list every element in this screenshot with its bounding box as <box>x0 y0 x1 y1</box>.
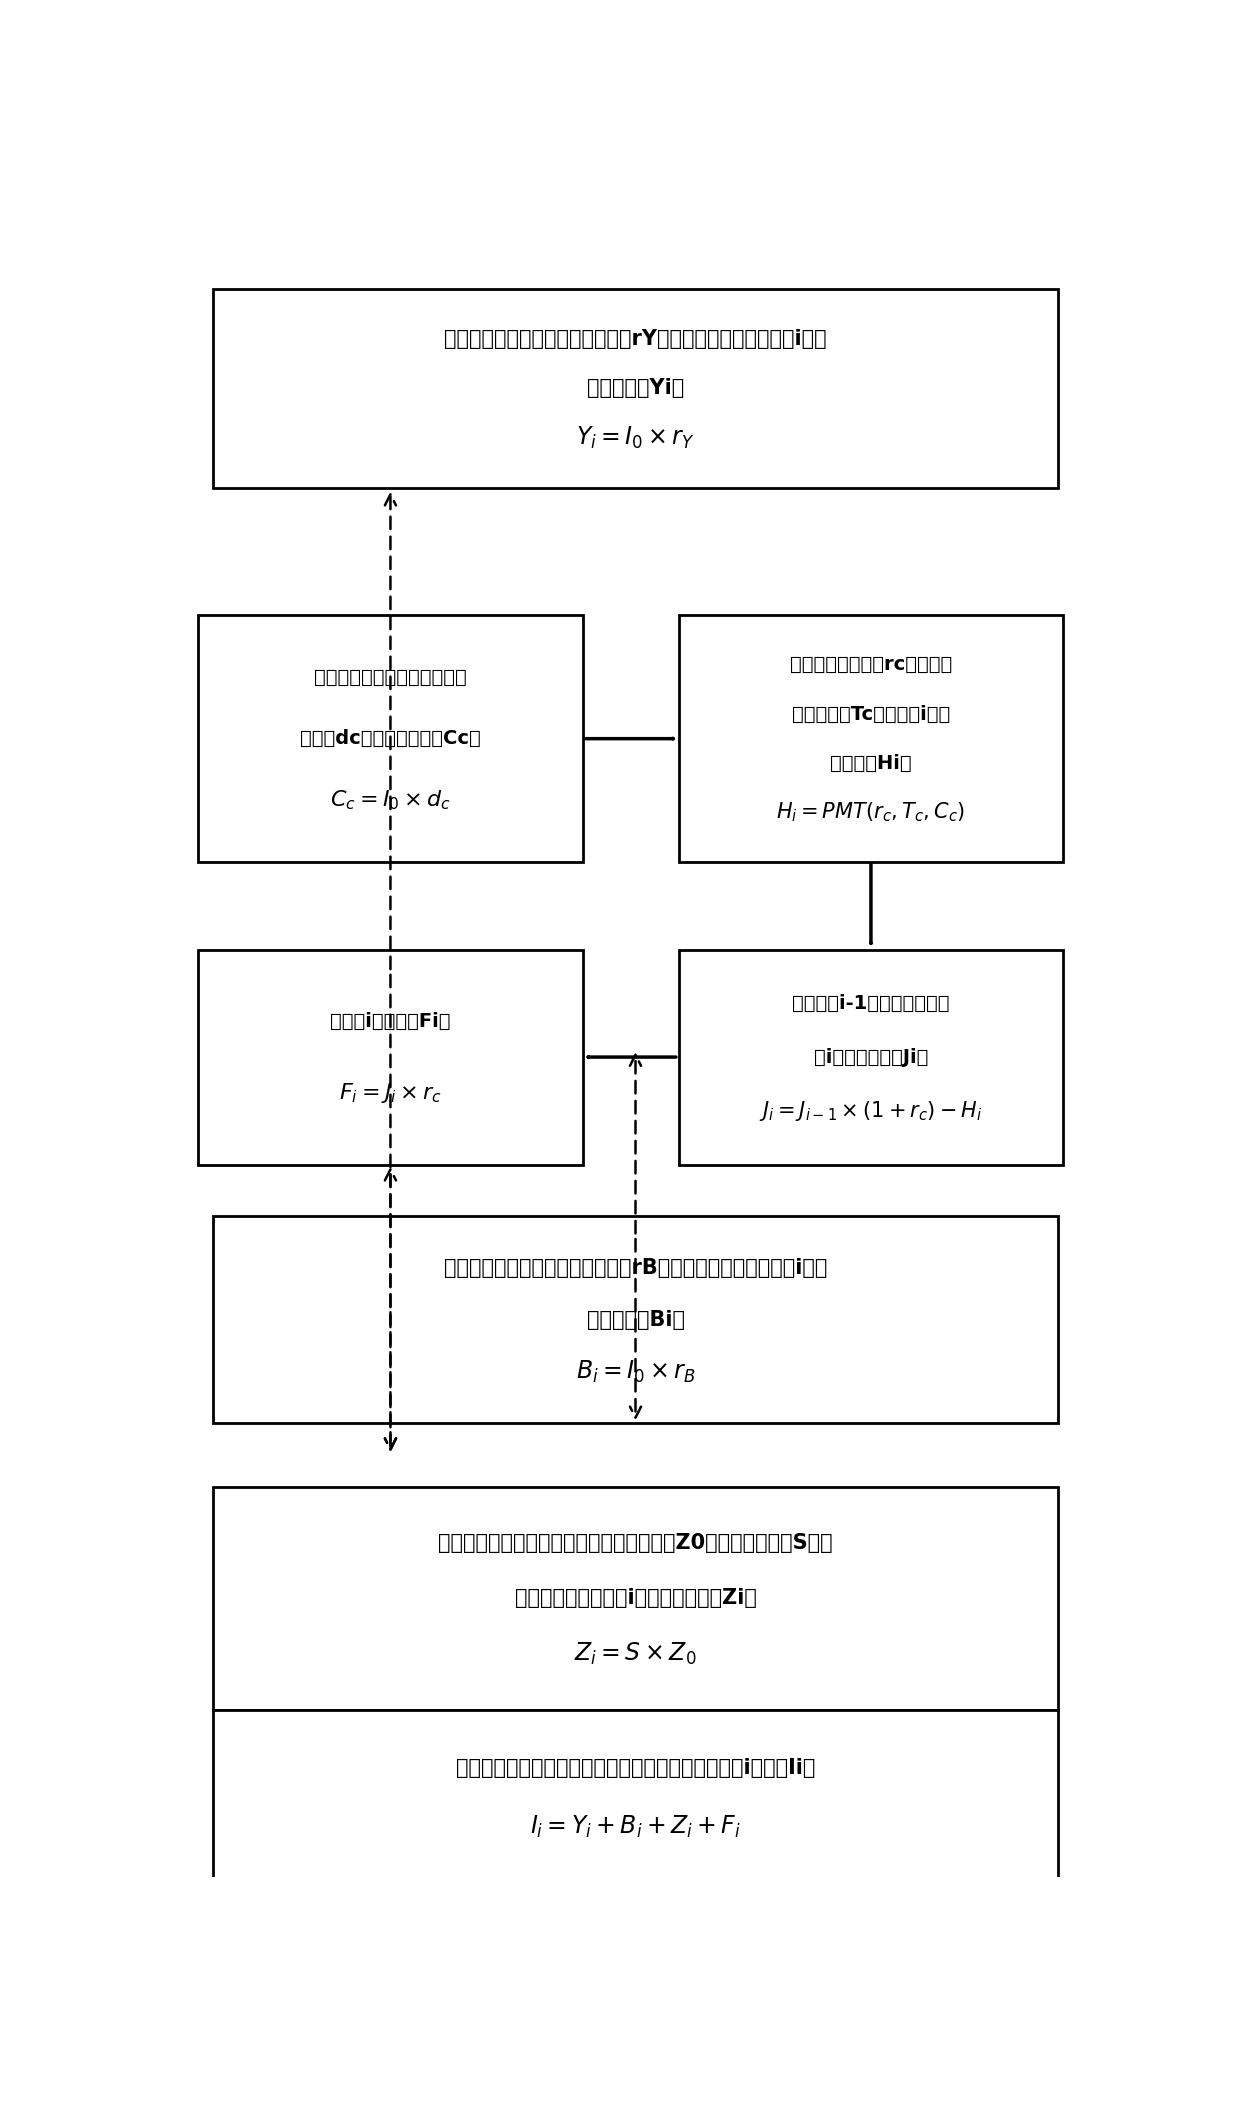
Text: 算钙钛矿光伏电站第i年土地租金支出Zi：: 算钙钛矿光伏电站第i年土地租金支出Zi： <box>515 1588 756 1609</box>
Text: 计算在第i-1年还本付息后，: 计算在第i-1年还本付息后， <box>792 993 950 1012</box>
Text: $Y_i = I_0 \times r_Y$: $Y_i = I_0 \times r_Y$ <box>577 426 694 451</box>
FancyBboxPatch shape <box>678 616 1063 863</box>
Text: 获取钙钛矿光伏电站每年运维费率rY，计算钙钛矿光伏电站第i年运: 获取钙钛矿光伏电站每年运维费率rY，计算钙钛矿光伏电站第i年运 <box>444 329 827 348</box>
Text: 本付息额Hi：: 本付息额Hi： <box>830 753 911 772</box>
FancyBboxPatch shape <box>678 949 1063 1164</box>
FancyBboxPatch shape <box>213 1217 1058 1424</box>
Text: 获取长期借款利率rc和长期借: 获取长期借款利率rc和长期借 <box>790 656 952 675</box>
FancyBboxPatch shape <box>213 1487 1058 1710</box>
FancyBboxPatch shape <box>198 616 583 863</box>
Text: $J_i = J_{i-1} \times (1+r_c) - H_i$: $J_i = J_{i-1} \times (1+r_c) - H_i$ <box>759 1099 982 1122</box>
Text: 依据上述计算结果，计算钙钛矿光伏电站寿命期内第i年支出Ii：: 依据上述计算结果，计算钙钛矿光伏电站寿命期内第i年支出Ii： <box>456 1759 815 1778</box>
Text: 计算第i财务成本Fi：: 计算第i财务成本Fi： <box>330 1012 450 1031</box>
Text: 获取钙钛矿光伏电站单位面积土地租金成本Z0和电站占地面积S，计: 获取钙钛矿光伏电站单位面积土地租金成本Z0和电站占地面积S，计 <box>438 1533 833 1552</box>
FancyBboxPatch shape <box>213 1710 1058 1885</box>
Text: $Z_i = S \times Z_0$: $Z_i = S \times Z_0$ <box>574 1641 697 1668</box>
Text: $I_i = Y_i + B_i + Z_i + F_i$: $I_i = Y_i + B_i + Z_i + F_i$ <box>529 1814 742 1839</box>
Text: 维费用支出Yi：: 维费用支出Yi： <box>587 378 684 399</box>
Text: $C_c = I_0 \times d_c$: $C_c = I_0 \times d_c$ <box>330 789 451 812</box>
FancyBboxPatch shape <box>198 949 583 1164</box>
Text: 款比例dc，计算借款额度Cc：: 款比例dc，计算借款额度Cc： <box>300 730 481 749</box>
Text: 获取钙钛矿光伏电站每年保险费率rB，计算钙钛矿光伏电站第i年保: 获取钙钛矿光伏电站每年保险费率rB，计算钙钛矿光伏电站第i年保 <box>444 1259 827 1278</box>
Text: $H_i = PMT(r_c, T_c, C_c)$: $H_i = PMT(r_c, T_c, C_c)$ <box>776 801 966 825</box>
Text: $F_i = J_i \times r_c$: $F_i = J_i \times r_c$ <box>339 1082 443 1105</box>
Text: 款还款年限Tc，计算第i年还: 款还款年限Tc，计算第i年还 <box>792 704 950 723</box>
Text: 第i年初借款余额Ji：: 第i年初借款余额Ji： <box>813 1048 928 1067</box>
Text: $B_i = I_0 \times r_B$: $B_i = I_0 \times r_B$ <box>575 1358 696 1386</box>
FancyBboxPatch shape <box>213 289 1058 487</box>
Text: 险费用支出Bi：: 险费用支出Bi： <box>587 1310 684 1331</box>
Text: 获取钙钛矿电站初始投资中借: 获取钙钛矿电站初始投资中借 <box>314 666 466 685</box>
